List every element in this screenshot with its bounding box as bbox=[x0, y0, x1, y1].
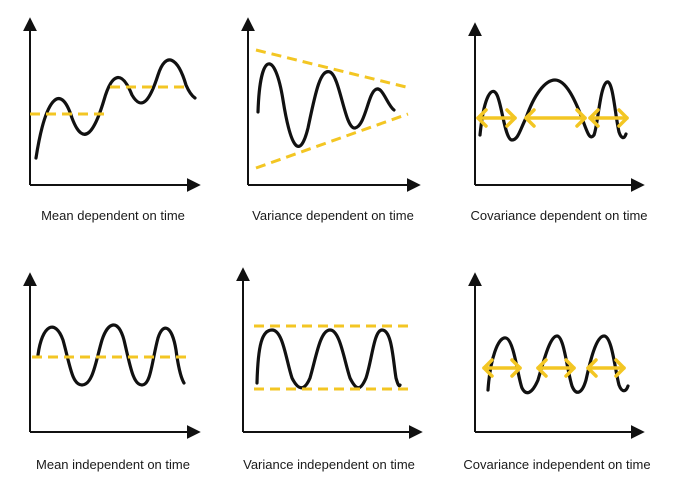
series-curve bbox=[34, 58, 197, 160]
caption-mean-dependent: Mean dependent on time bbox=[41, 208, 185, 223]
series-curve bbox=[36, 323, 186, 387]
panel-covariance-dependent bbox=[468, 22, 645, 192]
panel-mean-dependent bbox=[23, 17, 201, 192]
series-curve bbox=[478, 78, 628, 142]
series-curve bbox=[256, 62, 396, 148]
covariance-arrow bbox=[536, 358, 576, 378]
caption-covariance-dependent: Covariance dependent on time bbox=[470, 208, 648, 223]
variance-envelope-lower bbox=[255, 112, 409, 170]
covariance-arrow bbox=[476, 108, 517, 128]
covariance-arrow bbox=[588, 108, 629, 128]
caption-variance-dependent: Variance dependent on time bbox=[252, 208, 414, 223]
variance-envelope-upper bbox=[255, 48, 411, 90]
caption-mean-independent: Mean independent on time bbox=[36, 457, 190, 472]
series-curve bbox=[486, 334, 630, 395]
panel-variance-independent bbox=[236, 267, 423, 439]
panel-variance-dependent bbox=[241, 17, 421, 192]
covariance-arrow bbox=[482, 358, 522, 378]
covariance-arrow bbox=[524, 108, 587, 128]
panel-mean-independent bbox=[23, 272, 201, 439]
caption-covariance-independent: Covariance independent on time bbox=[463, 457, 651, 472]
series-curve bbox=[255, 328, 402, 390]
panel-covariance-independent bbox=[468, 272, 645, 439]
covariance-arrow bbox=[586, 358, 626, 378]
caption-variance-independent: Variance independent on time bbox=[243, 457, 415, 472]
